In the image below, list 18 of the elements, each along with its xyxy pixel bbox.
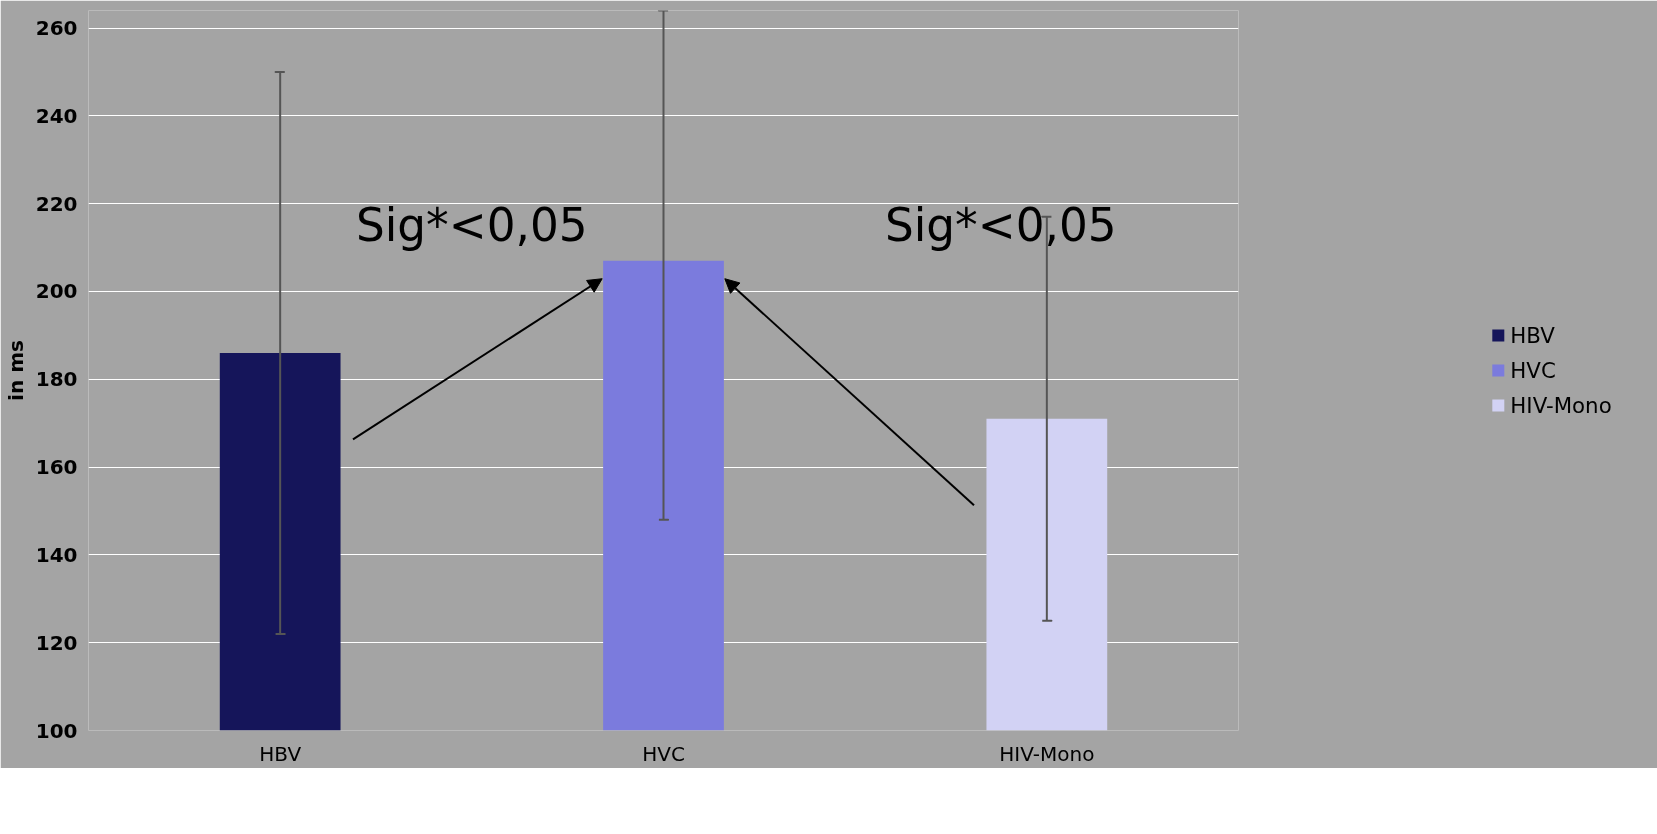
y-tick-label: 180 bbox=[35, 367, 78, 392]
y-tick-label: 100 bbox=[35, 718, 78, 743]
y-axis-title: in ms bbox=[3, 340, 28, 401]
y-tick-label: 160 bbox=[35, 455, 78, 480]
legend-label: HVC bbox=[1510, 357, 1556, 383]
y-tick-label: 240 bbox=[35, 103, 78, 128]
y-tick-label: 120 bbox=[35, 630, 78, 655]
legend-label: HBV bbox=[1510, 322, 1555, 348]
y-tick-label: 200 bbox=[35, 279, 78, 304]
legend-label: HIV-Mono bbox=[1510, 392, 1612, 418]
annotation: Sig*<0,05 bbox=[355, 198, 588, 252]
x-tick-label: HVC bbox=[642, 741, 685, 766]
x-tick-label: HBV bbox=[259, 741, 302, 766]
y-tick-label: 220 bbox=[35, 191, 78, 216]
y-tick-label: 140 bbox=[35, 542, 78, 567]
y-tick-label: 260 bbox=[35, 16, 78, 41]
x-tick-label: HIV-Mono bbox=[999, 741, 1095, 766]
annotation: Sig*<0,05 bbox=[884, 198, 1117, 252]
